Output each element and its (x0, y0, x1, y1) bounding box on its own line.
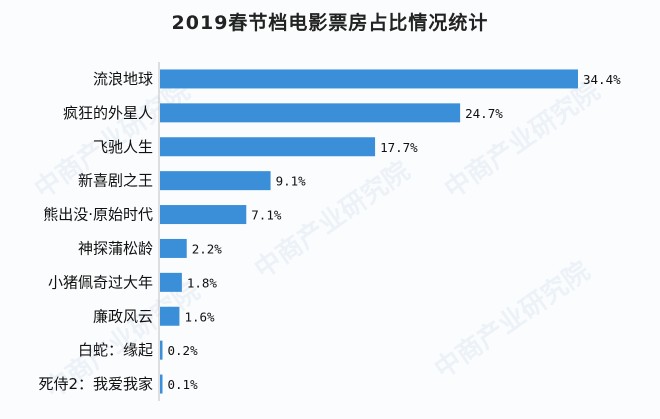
category-label: 新喜剧之王 (78, 172, 153, 190)
data-label: 9.1% (276, 174, 307, 189)
category-label: 廉政风云 (93, 307, 153, 325)
bar (160, 238, 187, 258)
chart-title: 2019春节档电影票房占比情况统计 (171, 12, 489, 34)
category-label: 白蛇：缘起 (78, 341, 153, 359)
data-label: 1.6% (184, 309, 215, 324)
category-label: 流浪地球 (93, 70, 153, 88)
bar (160, 306, 180, 326)
category-label: 熊出没·原始时代 (43, 206, 153, 224)
data-label: 1.8% (187, 275, 218, 290)
bar (160, 137, 376, 157)
bar (160, 171, 271, 191)
data-label: 0.1% (168, 377, 199, 392)
bar (160, 340, 163, 360)
data-label: 34.4% (583, 72, 621, 87)
data-label: 7.1% (251, 208, 282, 223)
bar (160, 69, 578, 89)
category-label: 神探蒲松龄 (78, 239, 153, 257)
data-label: 0.2% (168, 343, 199, 358)
data-label: 2.2% (192, 241, 223, 256)
data-label: 17.7% (380, 140, 418, 155)
category-label: 死侍2：我爱我家 (38, 375, 153, 393)
category-label: 小猪佩奇过大年 (48, 273, 153, 291)
category-label: 飞驰人生 (93, 138, 153, 156)
category-label: 疯狂的外星人 (63, 104, 153, 122)
data-label: 24.7% (465, 106, 503, 121)
bar (160, 205, 247, 225)
bar (160, 374, 163, 394)
bar (160, 103, 461, 123)
bar (160, 272, 182, 292)
